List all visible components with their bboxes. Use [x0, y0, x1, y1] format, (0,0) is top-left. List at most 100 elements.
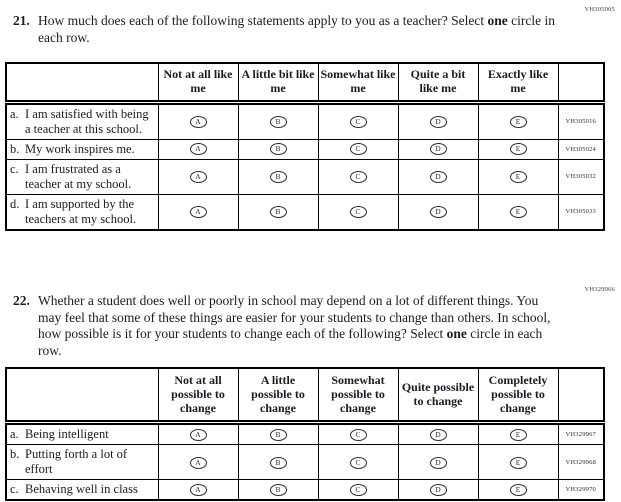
row-item-code: VH305016 [557, 101, 605, 140]
answer-bubble-a[interactable]: A [189, 143, 207, 156]
answer-bubble-b[interactable]: B [269, 456, 287, 469]
option-cell: E [477, 138, 559, 160]
column-header: Exactly like me [477, 62, 559, 105]
option-cell: E [477, 479, 559, 501]
answer-bubble-c[interactable]: C [349, 143, 367, 156]
code-header-empty [557, 62, 605, 105]
question21-item-code: VH305005 [584, 6, 615, 13]
option-cell: D [397, 101, 479, 140]
question21-table: Not at all like me A little bit like me … [5, 62, 605, 231]
answer-bubble-b[interactable]: B [269, 170, 287, 183]
answer-bubble-a[interactable]: A [189, 456, 207, 469]
option-cell: D [397, 193, 479, 231]
option-cell: A [157, 444, 239, 481]
option-cell: A [157, 479, 239, 501]
answer-bubble-a[interactable]: A [189, 170, 207, 183]
row-letter: b. [10, 447, 20, 462]
answer-bubble-d[interactable]: D [429, 115, 447, 128]
answer-bubble-e[interactable]: E [509, 456, 527, 469]
answer-bubble-a[interactable]: A [189, 205, 207, 218]
column-header: Quite a bit like me [397, 62, 479, 105]
statement-cell: c. Behaving well in class [5, 479, 159, 501]
answer-bubble-b[interactable]: B [269, 115, 287, 128]
row-letter: d. [10, 196, 20, 211]
answer-bubble-a[interactable]: A [189, 429, 207, 442]
statement-row-a: a. I am satisfied with being a teacher at… [5, 101, 605, 140]
option-cell: B [237, 138, 319, 160]
answer-bubble-e[interactable]: E [509, 170, 527, 183]
statement-header-empty [5, 367, 159, 426]
column-header: Not at all like me [157, 62, 239, 105]
answer-bubble-d[interactable]: D [429, 205, 447, 218]
column-header: Somewhat like me [317, 62, 399, 105]
answer-bubble-c[interactable]: C [349, 484, 367, 497]
answer-bubble-e[interactable]: E [509, 143, 527, 156]
option-cell: C [317, 158, 399, 195]
answer-bubble-d[interactable]: D [429, 484, 447, 497]
statement-cell: b. Putting forth a lot of effort [5, 444, 159, 481]
row-item-code: VH329970 [557, 479, 605, 501]
answer-bubble-e[interactable]: E [509, 429, 527, 442]
answer-bubble-b[interactable]: B [269, 429, 287, 442]
option-cell: E [477, 444, 559, 481]
answer-bubble-c[interactable]: C [349, 429, 367, 442]
statement-cell: a. I am satisfied with being a teacher at… [5, 101, 159, 140]
statement-row-b: b. My work inspires me. A B C D E VH30502… [5, 138, 605, 160]
question21-prompt-text: How much does each of the following stat… [38, 13, 485, 28]
option-cell: B [237, 422, 319, 446]
column-header: Somewhat possible to change [317, 367, 399, 426]
question22-prompt-bold: one [446, 326, 467, 342]
answer-bubble-c[interactable]: C [349, 115, 367, 128]
row-letter: a. [10, 427, 19, 442]
row-letter: c. [10, 161, 19, 176]
answer-bubble-e[interactable]: E [509, 115, 527, 128]
question22: 22. Whether a student does well or poorl… [13, 293, 562, 360]
option-cell: E [477, 158, 559, 195]
statement-row-b: b. Putting forth a lot of effort A B C D … [5, 444, 605, 481]
option-cell: C [317, 479, 399, 501]
option-cell: C [317, 193, 399, 231]
question22-prompt-tail: circle in each row. [38, 326, 543, 359]
answer-bubble-c[interactable]: C [349, 170, 367, 183]
statement-cell: d. I am supported by the teachers at my s… [5, 193, 159, 231]
row-item-code: VH305032 [557, 158, 605, 195]
statement-text: I am frustrated as a teacher at my schoo… [25, 161, 132, 191]
option-cell: A [157, 138, 239, 160]
answer-bubble-d[interactable]: D [429, 170, 447, 183]
option-cell: D [397, 444, 479, 481]
answer-bubble-a[interactable]: A [189, 115, 207, 128]
answer-bubble-e[interactable]: E [509, 205, 527, 218]
option-cell: D [397, 479, 479, 501]
answer-bubble-d[interactable]: D [429, 143, 447, 156]
answer-bubble-b[interactable]: B [269, 484, 287, 497]
option-cell: C [317, 138, 399, 160]
question21-prompt-tail: circle in each row. [38, 13, 555, 45]
answer-bubble-d[interactable]: D [429, 429, 447, 442]
statement-header-empty [5, 62, 159, 105]
option-cell: B [237, 158, 319, 195]
question22-number: 22. [13, 293, 30, 308]
answer-bubble-e[interactable]: E [509, 484, 527, 497]
question22-header-row: Not at all possible to change A little p… [5, 367, 605, 426]
statement-text: My work inspires me. [25, 141, 135, 156]
column-header: Quite possible to change [397, 367, 479, 426]
option-cell: A [157, 193, 239, 231]
answer-bubble-c[interactable]: C [349, 456, 367, 469]
answer-bubble-b[interactable]: B [269, 143, 287, 156]
answer-bubble-b[interactable]: B [269, 205, 287, 218]
option-cell: B [237, 479, 319, 501]
statement-row-d: d. I am supported by the teachers at my s… [5, 193, 605, 231]
answer-bubble-c[interactable]: C [349, 205, 367, 218]
option-cell: B [237, 193, 319, 231]
statement-text: Being intelligent [25, 427, 109, 442]
row-item-code: VH329968 [557, 444, 605, 481]
answer-bubble-d[interactable]: D [429, 456, 447, 469]
statement-cell: c. I am frustrated as a teacher at my sch… [5, 158, 159, 195]
answer-bubble-a[interactable]: A [189, 484, 207, 497]
statement-row-a: a. Being intelligent A B C D E VH329967 [5, 422, 605, 446]
question21-header-row: Not at all like me A little bit like me … [5, 62, 605, 105]
statement-cell: a. Being intelligent [5, 422, 159, 446]
row-item-code: VH305024 [557, 138, 605, 160]
option-cell: E [477, 101, 559, 140]
